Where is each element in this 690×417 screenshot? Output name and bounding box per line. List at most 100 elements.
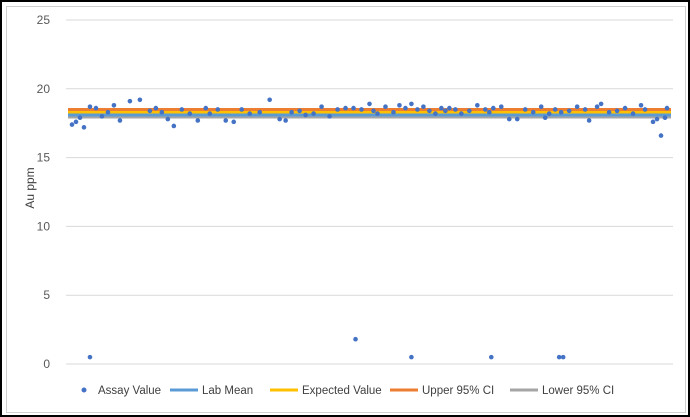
assay-point [467,108,472,114]
assay-point [459,111,464,116]
assay-point [73,119,79,125]
assay-point [453,107,458,112]
assay-point [353,336,358,342]
assay-point [582,107,588,112]
assay-point [207,111,213,116]
assay-point [421,104,426,109]
y-tick-label: 10 [37,219,51,233]
assay-point [498,104,504,109]
y-tick-label: 20 [37,82,51,96]
assay-point [93,105,99,111]
assay-point [487,109,492,115]
assay-point [606,109,612,115]
assay-point [586,118,592,123]
legend-label: Lower 95% CI [542,385,614,397]
assay-point [179,107,185,112]
assay-point [277,116,282,122]
assay-point [343,105,348,111]
assay-point [367,101,372,107]
assay-point [359,107,364,112]
assay-point [415,107,420,112]
legend-label: Lab Mean [202,385,253,397]
assay-point [638,103,644,108]
assay-point [81,125,87,130]
assay-point [117,118,123,123]
assay-point [297,108,302,114]
assay-point [327,114,332,119]
assay-point [87,354,93,360]
assay-point [556,354,562,360]
assay-point [475,103,480,108]
assay-point [267,97,272,103]
assay-points [69,97,670,360]
legend-label: Assay Value [98,385,161,397]
reference-lines [68,107,671,119]
assay-point [303,112,308,118]
assay-point [594,104,600,109]
legend-label: Upper 95% CI [422,385,494,397]
assay-point [127,98,133,104]
assay-point [488,354,494,360]
assay-point [283,118,288,123]
assay-point [137,97,143,103]
assay-point [87,104,93,109]
assay-point [383,104,388,109]
assay-point [427,108,432,114]
assay-point [622,105,628,111]
gridlines [66,19,673,365]
assay-point [165,116,171,122]
assay-point [483,107,488,112]
assay-point [439,105,444,111]
assay-point [542,115,548,120]
assay-point [195,118,201,123]
assay-point [239,107,245,112]
assay-point [397,103,402,108]
assay-point [257,109,262,115]
assay-point [335,107,340,112]
assay-point [538,104,544,109]
assay-point [215,107,221,112]
assay-point [546,111,552,116]
assay-point [391,109,396,115]
assay-point [574,104,580,109]
assay-point [552,107,558,112]
assay-point [506,116,512,122]
assay-point [231,119,237,125]
assay-point [311,111,316,116]
y-tick-label: 0 [43,357,50,371]
assay-point [187,111,193,116]
assay-point [223,118,229,123]
assay-point [77,115,83,120]
assay-point [171,123,177,129]
assay-point [630,111,636,116]
assay-point [614,108,620,114]
assay-point [289,109,294,115]
assay-point [403,105,408,111]
y-axis-ticks: 0 5 10 15 20 25 [37,13,51,371]
assay-point [566,108,572,114]
y-axis-title: Au ppm [23,167,37,208]
assay-point [409,101,414,107]
y-tick-label: 15 [37,151,51,165]
assay-point [159,109,165,115]
assay-point [642,107,648,112]
assay-point [375,111,380,116]
assay-point [443,108,448,114]
assay-point [203,105,209,111]
assay-point [319,104,324,109]
assay-point [560,354,566,360]
assay-point [99,114,105,119]
assay-point [247,111,252,116]
assay-point [147,108,153,114]
assay-point [664,105,670,111]
y-tick-label: 25 [37,13,51,27]
legend-marker [81,387,87,393]
assay-point [351,105,356,111]
assay-point [371,108,376,114]
y-tick-label: 5 [43,288,50,302]
legend: Assay Value Lab Mean Expected Value Upper 9… [81,385,614,397]
assay-point [658,133,664,138]
assay-point [522,107,528,112]
